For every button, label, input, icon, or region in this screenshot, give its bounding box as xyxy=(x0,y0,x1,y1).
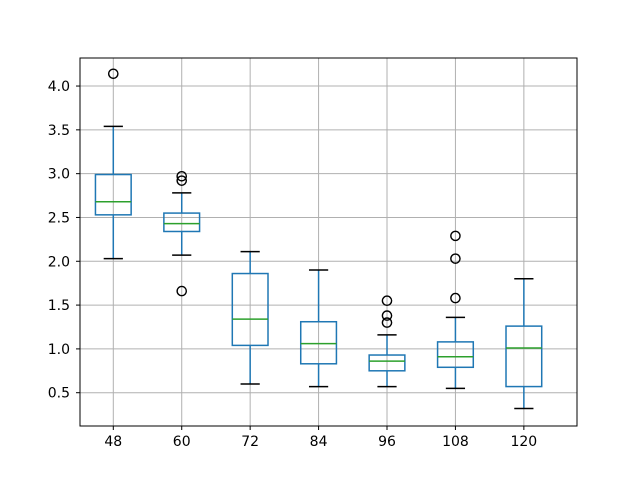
outlier-marker xyxy=(381,310,393,321)
box-60 xyxy=(163,212,201,233)
box-84 xyxy=(299,320,338,365)
box-120 xyxy=(505,325,543,388)
outlier-marker xyxy=(381,317,393,328)
box-72 xyxy=(231,272,269,347)
box-108 xyxy=(436,341,475,369)
x-tick-label: 108 xyxy=(442,434,469,450)
x-tick-label: 120 xyxy=(510,434,537,450)
x-tick-label: 48 xyxy=(104,434,122,450)
outlier-marker xyxy=(107,68,119,80)
x-tick-label: 72 xyxy=(241,434,259,450)
x-tick-label: 96 xyxy=(378,434,396,450)
y-tick-label: 3.5 xyxy=(48,123,70,139)
box-96 xyxy=(368,354,406,372)
y-tick-label: 1.0 xyxy=(48,342,70,358)
y-tick-label: 0.5 xyxy=(48,386,70,402)
outlier-marker xyxy=(450,292,461,304)
outlier-marker xyxy=(176,175,188,186)
plot-frame xyxy=(79,57,578,427)
outlier-marker xyxy=(176,285,188,297)
y-tick-label: 2.5 xyxy=(48,210,70,226)
outlier-marker xyxy=(381,295,393,307)
y-tick-label: 4.0 xyxy=(48,79,70,95)
outlier-marker xyxy=(450,253,461,264)
outlier-marker xyxy=(450,230,461,242)
y-tick-label: 3.0 xyxy=(48,167,70,183)
y-tick-label: 1.5 xyxy=(48,298,70,314)
y-tick-label: 2.0 xyxy=(48,254,70,270)
outlier-marker xyxy=(176,170,188,182)
x-tick-label: 60 xyxy=(173,434,191,450)
x-tick-label: 84 xyxy=(310,434,328,450)
box-48 xyxy=(94,173,132,216)
